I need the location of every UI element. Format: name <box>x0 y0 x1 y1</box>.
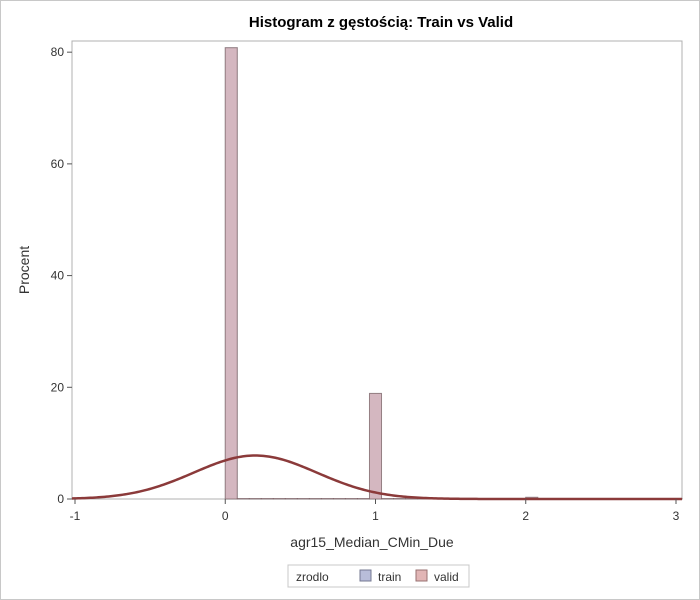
bar-valid-14 <box>393 498 407 500</box>
bar-valid-13 <box>381 498 395 500</box>
x-tick-label-3: 3 <box>673 509 680 523</box>
bar-valid-2 <box>248 498 262 500</box>
y-tick-label-20: 20 <box>51 380 65 394</box>
x-axis: -1 0 1 2 3 <box>70 499 680 523</box>
bar-valid-12 <box>368 392 383 500</box>
bar-valid-5 <box>284 498 298 500</box>
x-axis-label: agr15_Median_CMin_Due <box>290 534 454 550</box>
legend-title: zrodlo <box>296 570 329 584</box>
bar-valid-0 <box>224 47 238 500</box>
density-curve <box>71 454 682 501</box>
chart-title: Histogram z gęstością: Train vs Valid <box>249 14 513 31</box>
bar-valid-3 <box>260 498 274 500</box>
x-tick-label-2: 2 <box>522 509 529 523</box>
bar-valid-7 <box>308 498 322 500</box>
y-tick-label-0: 0 <box>57 492 64 506</box>
legend-swatch-valid <box>415 569 428 582</box>
bar-valid-10 <box>344 498 358 500</box>
y-tick-label-40: 40 <box>51 269 65 283</box>
x-tick-label-1: 1 <box>372 509 379 523</box>
bar-valid-11 <box>356 498 370 500</box>
bar-valid-6 <box>296 498 310 500</box>
density-layer <box>71 454 682 501</box>
x-tick-label-0: 0 <box>222 509 229 523</box>
bar-valid-4 <box>272 498 286 500</box>
bar-valid-8 <box>320 498 334 500</box>
bar-valid-1 <box>236 498 250 500</box>
legend-label-train: train <box>378 570 401 584</box>
y-axis-label: Procent <box>16 246 32 294</box>
legend-label-valid: valid <box>434 570 459 584</box>
y-axis: 0 20 40 60 80 <box>51 45 72 506</box>
y-tick-label-60: 60 <box>51 157 65 171</box>
legend: zrodlo train valid <box>287 564 470 588</box>
y-tick-label-80: 80 <box>51 45 65 59</box>
legend-swatch-train <box>359 569 372 582</box>
x-tick-label--1: -1 <box>70 509 81 523</box>
bar-valid-9 <box>332 498 346 500</box>
